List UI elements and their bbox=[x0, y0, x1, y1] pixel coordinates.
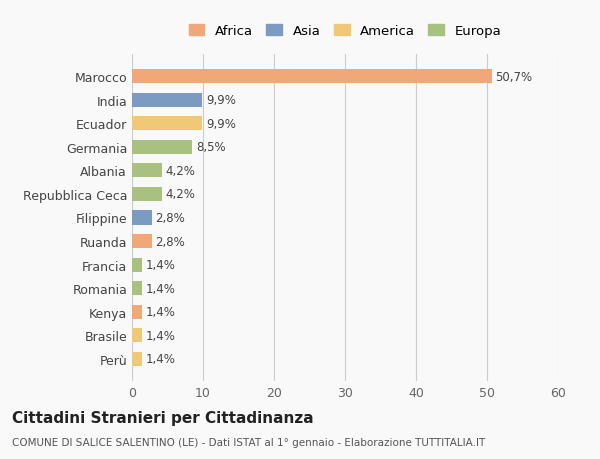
Bar bbox=[132, 329, 142, 343]
Text: Cittadini Stranieri per Cittadinanza: Cittadini Stranieri per Cittadinanza bbox=[12, 410, 314, 425]
Bar bbox=[132, 352, 142, 366]
Bar bbox=[132, 70, 492, 84]
Text: 8,5%: 8,5% bbox=[196, 141, 226, 154]
Bar bbox=[132, 187, 162, 202]
Bar bbox=[132, 281, 142, 296]
Bar bbox=[132, 305, 142, 319]
Text: 1,4%: 1,4% bbox=[145, 329, 175, 342]
Text: 50,7%: 50,7% bbox=[496, 71, 533, 84]
Text: 9,9%: 9,9% bbox=[206, 94, 236, 107]
Text: 9,9%: 9,9% bbox=[206, 118, 236, 130]
Bar bbox=[132, 235, 152, 249]
Text: 2,8%: 2,8% bbox=[155, 235, 185, 248]
Legend: Africa, Asia, America, Europa: Africa, Asia, America, Europa bbox=[183, 19, 507, 43]
Text: 4,2%: 4,2% bbox=[166, 188, 195, 201]
Bar bbox=[132, 117, 202, 131]
Text: 1,4%: 1,4% bbox=[145, 282, 175, 295]
Text: 1,4%: 1,4% bbox=[145, 306, 175, 319]
Bar bbox=[132, 258, 142, 272]
Bar bbox=[132, 93, 202, 107]
Bar bbox=[132, 140, 193, 155]
Text: 1,4%: 1,4% bbox=[145, 258, 175, 272]
Bar bbox=[132, 211, 152, 225]
Text: 2,8%: 2,8% bbox=[155, 212, 185, 224]
Text: 1,4%: 1,4% bbox=[145, 353, 175, 365]
Text: 4,2%: 4,2% bbox=[166, 164, 195, 178]
Bar bbox=[132, 164, 162, 178]
Text: COMUNE DI SALICE SALENTINO (LE) - Dati ISTAT al 1° gennaio - Elaborazione TUTTIT: COMUNE DI SALICE SALENTINO (LE) - Dati I… bbox=[12, 437, 485, 447]
